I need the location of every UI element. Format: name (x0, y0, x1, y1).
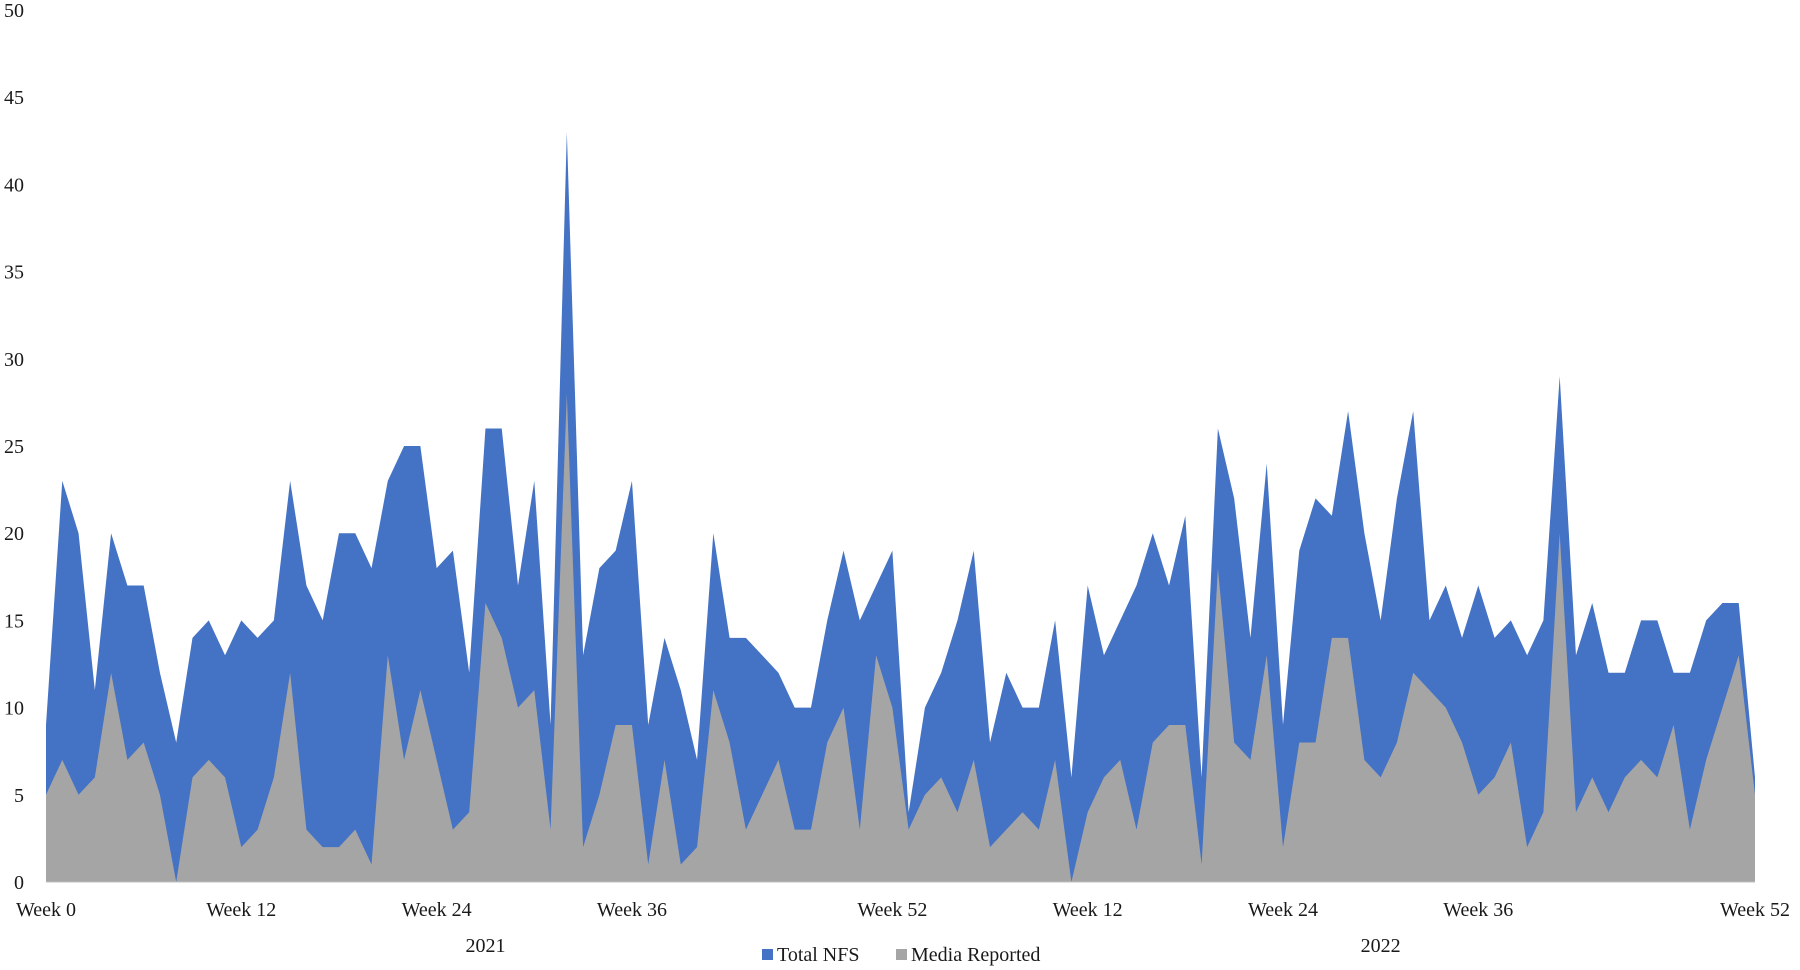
legend-swatch-total-nfs (762, 949, 773, 960)
x-tick-label: Week 24 (1248, 899, 1318, 921)
legend: Total NFS Media Reported (762, 944, 1040, 966)
y-tick-label: 30 (4, 349, 24, 371)
y-tick-label: 35 (4, 262, 24, 284)
x-tick-label: Week 52 (857, 899, 927, 921)
y-tick-label: 45 (4, 87, 24, 109)
x-tick-label: Week 12 (1053, 899, 1123, 921)
x-tick-label: Week 24 (402, 899, 472, 921)
year-labels: 2021 2022 (465, 935, 1400, 957)
year-label: 2022 (1361, 935, 1401, 957)
y-tick-label: 10 (4, 698, 24, 720)
legend-label-total-nfs: Total NFS (777, 944, 860, 966)
legend-swatch-media-reported (896, 949, 907, 960)
y-tick-label: 5 (14, 785, 24, 807)
year-label: 2021 (465, 935, 505, 957)
y-tick-label: 40 (4, 174, 24, 196)
y-tick-label: 15 (4, 610, 24, 632)
x-axis-ticks: Week 0 Week 12 Week 24 Week 36 Week 52 Week 1… (16, 899, 1790, 921)
x-tick-label: Week 0 (16, 899, 76, 921)
x-tick-label: Week 36 (597, 899, 667, 921)
chart-areas (46, 132, 1755, 882)
y-tick-label: 50 (4, 0, 24, 22)
area-series-media-reported (46, 393, 1755, 882)
y-tick-label: 25 (4, 436, 24, 458)
y-tick-label: 20 (4, 523, 24, 545)
legend-label-media-reported: Media Reported (911, 944, 1040, 966)
x-tick-label: Week 36 (1443, 899, 1513, 921)
x-tick-label: Week 12 (206, 899, 276, 921)
y-tick-label: 0 (14, 872, 24, 894)
y-axis-ticks: 0 5 10 15 20 25 30 35 40 45 50 (4, 0, 24, 894)
x-tick-label: Week 52 (1720, 899, 1790, 921)
